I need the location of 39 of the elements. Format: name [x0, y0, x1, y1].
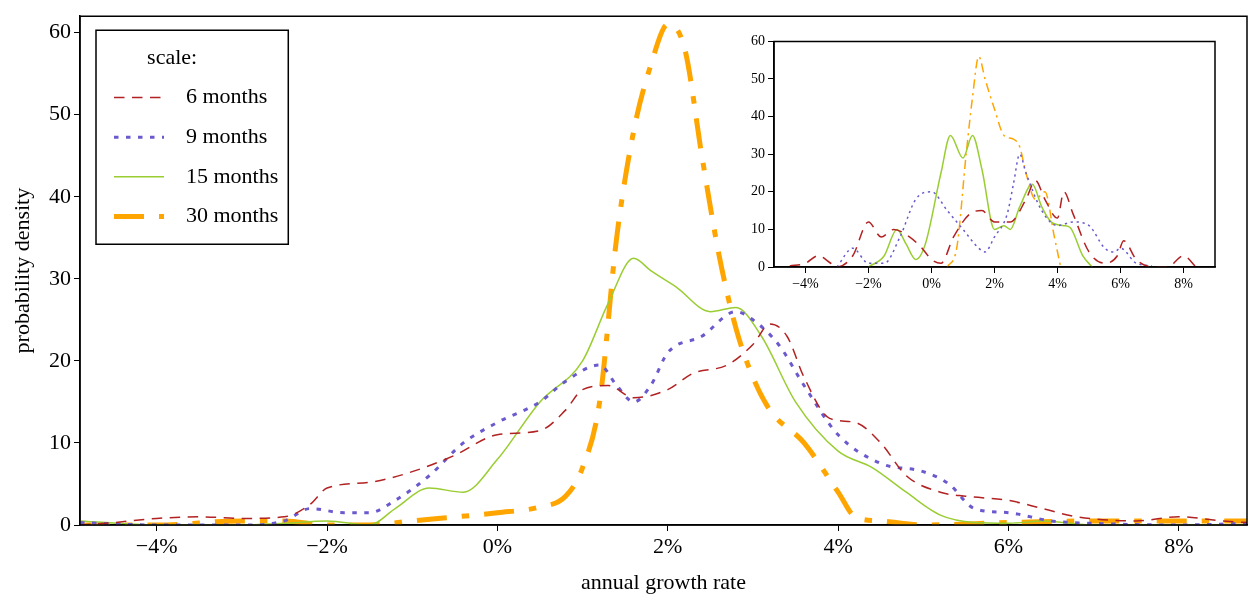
legend-title: scale:	[147, 43, 198, 69]
x-tick-label: 0%	[482, 532, 513, 558]
y-tick-label: 20	[49, 346, 71, 372]
legend-label: 15 months	[186, 162, 279, 188]
y-tick-label: 0	[758, 258, 765, 274]
y-tick-label: 50	[751, 70, 765, 86]
x-tick-label: 6%	[993, 532, 1024, 558]
x-tick-label: −4%	[135, 532, 178, 558]
y-tick-label: 20	[751, 183, 765, 199]
x-tick-label: 2%	[653, 532, 683, 558]
x-tick-label: −2%	[306, 532, 348, 558]
legend-label: 30 months	[186, 202, 279, 228]
line-series	[867, 134, 1093, 267]
x-tick-label: 8%	[1174, 276, 1194, 292]
line-series	[789, 179, 1197, 267]
x-tick-label: −2%	[855, 276, 883, 292]
y-tick-label: 30	[49, 264, 71, 290]
legend-label: 6 months	[186, 83, 268, 109]
y-tick-label: 50	[49, 100, 71, 126]
y-tick-label: 0	[60, 510, 71, 536]
y-tick-label: 30	[751, 145, 765, 161]
y-tick-label: 10	[49, 428, 71, 454]
x-tick-label: 4%	[823, 532, 853, 558]
x-axis-title: annual growth rate	[581, 568, 746, 594]
line-series	[946, 55, 1062, 267]
legend-label: 9 months	[186, 122, 268, 148]
y-tick-label: 40	[751, 108, 765, 124]
y-axis-title: probability density	[8, 187, 34, 354]
x-tick-label: 2%	[985, 276, 1005, 292]
y-tick-label: 60	[751, 33, 765, 49]
line-series	[836, 153, 1153, 267]
x-tick-label: −4%	[792, 276, 820, 292]
y-tick-label: 10	[751, 221, 765, 237]
x-tick-label: 0%	[922, 276, 942, 292]
x-tick-label: 4%	[1048, 276, 1068, 292]
y-tick-label: 40	[49, 182, 71, 208]
x-tick-label: 6%	[1111, 276, 1131, 292]
y-tick-label: 60	[49, 18, 71, 44]
x-tick-label: 8%	[1164, 532, 1194, 558]
